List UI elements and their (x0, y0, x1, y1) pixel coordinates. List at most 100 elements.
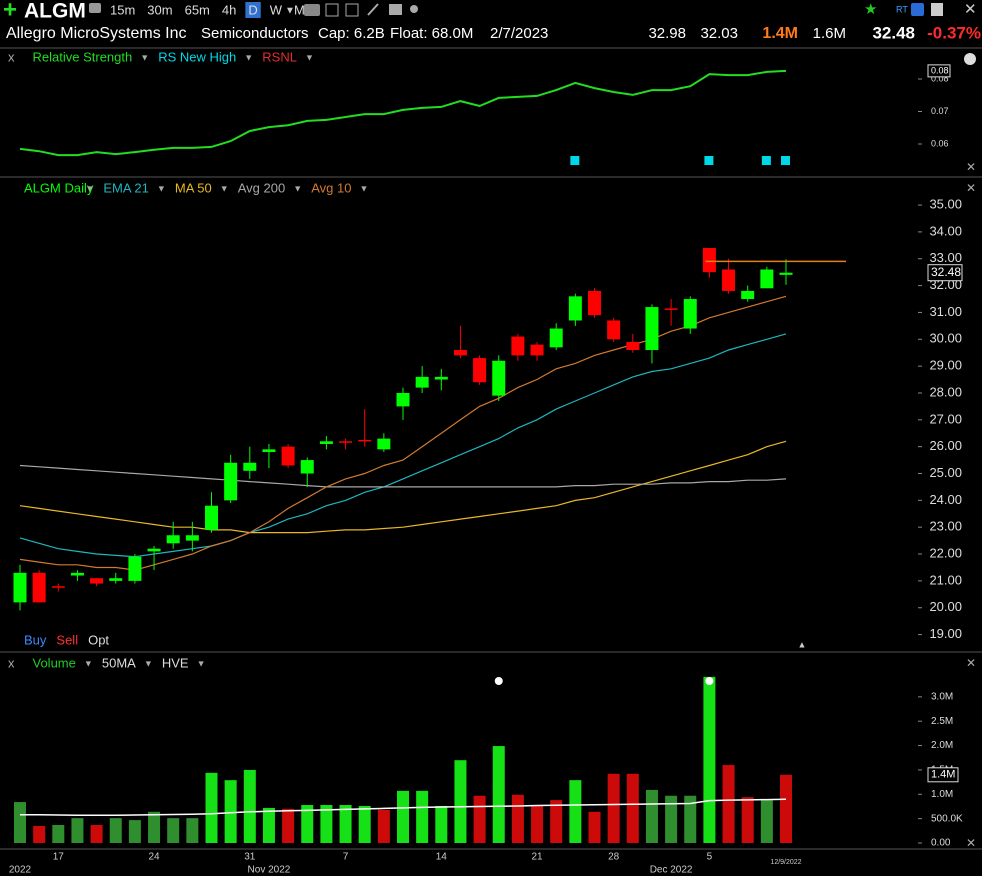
timeframe-menu[interactable]: ▼ (285, 6, 295, 17)
candle-body (722, 269, 736, 291)
y-tick-label: 2.5M (931, 716, 953, 727)
candle-body (300, 460, 314, 474)
symbol[interactable]: ALGM (24, 0, 86, 23)
legend-menu[interactable]: ▼ (244, 52, 253, 62)
candle-body (645, 307, 659, 351)
event-marker (705, 677, 714, 685)
legend-menu[interactable]: ▼ (305, 52, 314, 62)
volume-bar (282, 808, 295, 843)
timeframe[interactable]: 4h (222, 2, 236, 17)
add-button[interactable]: + (3, 0, 17, 23)
volume-bar (71, 818, 84, 843)
scroll-arrow[interactable]: ▲ (798, 639, 807, 649)
timeframe[interactable]: 65m (185, 2, 210, 17)
last-value-label: 0.08 (931, 65, 949, 75)
tool-icon[interactable] (410, 5, 418, 13)
industry: Semiconductors (201, 25, 309, 42)
close-panel[interactable]: ✕ (966, 656, 976, 670)
x-tick-label: 21 (531, 852, 543, 863)
draw-icon[interactable] (367, 3, 379, 16)
candle-body (128, 556, 142, 581)
legend-menu[interactable]: ▼ (85, 183, 94, 193)
high: 32.98 (648, 25, 686, 42)
close-icon[interactable]: ✕ (964, 1, 977, 18)
volume-bar (492, 746, 505, 843)
volume-bar (205, 772, 218, 843)
legend-item[interactable]: MA 50 (175, 180, 212, 195)
close-panel[interactable]: x (8, 49, 15, 64)
legend-item[interactable]: RSNL (262, 49, 297, 64)
legend-menu[interactable]: ▼ (84, 658, 93, 668)
volume-bar (262, 807, 275, 843)
last-price-box (927, 264, 963, 282)
tool-icon[interactable] (325, 3, 339, 17)
volume-ma (20, 798, 787, 816)
y-tick-label: 34.00 (929, 223, 962, 238)
timeframe[interactable]: D (248, 2, 257, 17)
star-icon[interactable]: ★ (864, 1, 877, 18)
legend-menu[interactable]: ▼ (157, 183, 166, 193)
save-icon[interactable] (931, 3, 943, 16)
close-panel[interactable]: ✕ (966, 181, 976, 195)
tool-icon[interactable] (304, 4, 320, 16)
float: Float: 68.0M (390, 25, 473, 42)
order-button[interactable]: Buy (24, 632, 47, 647)
y-tick-label: 25.00 (929, 465, 962, 480)
last-value-box (927, 64, 951, 78)
legend-menu[interactable]: ▼ (140, 52, 149, 62)
volume: 1.4M (762, 25, 798, 42)
legend-item[interactable]: HVE (162, 655, 189, 670)
y-tick-label: 2.0M (931, 740, 953, 751)
candle-body (224, 462, 238, 501)
timeframe[interactable]: 30m (147, 2, 172, 17)
timeframe[interactable]: M (294, 2, 305, 17)
print-icon[interactable] (89, 3, 101, 13)
legend-item[interactable]: 50MA (102, 655, 136, 670)
tool-icon[interactable] (345, 3, 359, 17)
legend-menu[interactable]: ▼ (220, 183, 229, 193)
y-tick-label: 29.00 (929, 358, 962, 373)
close-panel[interactable]: ✕ (966, 836, 976, 850)
close-panel[interactable]: ✕ (966, 160, 976, 174)
event-marker (494, 677, 503, 685)
legend-menu[interactable]: ▼ (197, 658, 206, 668)
timeframe[interactable]: 15m (110, 2, 135, 17)
timeframe[interactable]: W (270, 2, 283, 17)
legend-item[interactable]: ALGM Daily (24, 180, 94, 195)
candle-body (358, 439, 372, 442)
candle-body (683, 299, 697, 329)
volume-bar (607, 773, 620, 843)
legend-menu[interactable]: ▼ (144, 658, 153, 668)
order-button[interactable]: Opt (88, 632, 109, 647)
date: 2/7/2023 (490, 25, 548, 42)
rs-new-high (781, 156, 790, 165)
legend-item[interactable]: Avg 10 (311, 180, 351, 195)
settings-icon[interactable] (964, 53, 976, 65)
volume-bar (703, 676, 716, 843)
candle-body (511, 336, 525, 356)
candle-body (262, 449, 276, 453)
legend-menu[interactable]: ▼ (359, 183, 368, 193)
y-tick-label: 19.00 (929, 626, 962, 641)
legend-item[interactable]: Volume (33, 655, 76, 670)
candle-body (51, 586, 65, 588)
s-icon[interactable] (911, 3, 924, 16)
legend-item[interactable]: RS New High (158, 49, 236, 64)
volume-bar (52, 824, 65, 843)
rt-icon[interactable]: RT (896, 4, 908, 14)
tool-icon[interactable] (389, 4, 402, 15)
legend-item[interactable]: Avg 200 (238, 180, 285, 195)
company-name: Allegro MicroSystems Inc (6, 25, 187, 42)
close-panel[interactable]: x (8, 655, 15, 670)
legend-menu[interactable]: ▼ (293, 183, 302, 193)
order-button[interactable]: Sell (56, 632, 78, 647)
candle-body (205, 505, 218, 530)
volume-bar (148, 811, 161, 843)
candle-body (109, 578, 123, 581)
legend-item[interactable]: EMA 21 (103, 180, 149, 195)
volume-bar (416, 790, 429, 843)
y-tick-label: 22.00 (929, 545, 962, 560)
y-tick-label: 24.00 (929, 492, 962, 507)
legend-item[interactable]: Relative Strength (33, 49, 133, 64)
